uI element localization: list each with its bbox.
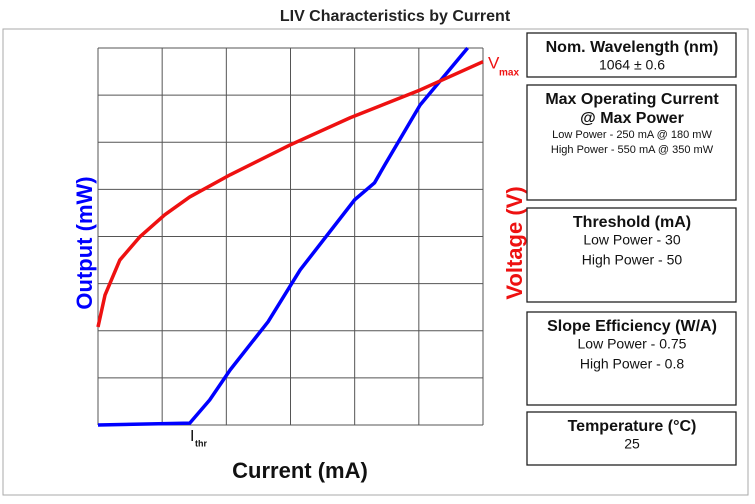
panel-title: Max Operating Current: [545, 91, 719, 108]
panel-line: Low Power - 0.75: [578, 336, 687, 352]
panel-line: Low Power - 30: [583, 232, 680, 248]
annotation-subscript: thr: [195, 438, 207, 448]
panel-title: @ Max Power: [580, 110, 684, 127]
panel-line: High Power - 0.8: [580, 356, 684, 372]
annotation: I: [190, 428, 194, 445]
frame: [2, 28, 749, 496]
panel-box: [526, 311, 737, 406]
x-axis-label: Current (mA): [232, 458, 368, 483]
info-panels: Nom. Wavelength (nm)1064 ± 0.6 Max Operat…: [526, 32, 737, 466]
series-line: [96, 60, 484, 328]
panel-line: 25: [624, 436, 640, 452]
panel-title: Slope Efficiency (W/A): [547, 318, 717, 335]
panel-title: Threshold (mA): [573, 214, 691, 231]
y2-axis-label: Voltage (V): [502, 186, 527, 299]
series-line: [97, 46, 469, 427]
annotation: V: [488, 53, 500, 72]
annotation-ithr: I thr: [190, 428, 207, 448]
panel-line: 1064 ± 0.6: [599, 57, 665, 73]
panel-title: Nom. Wavelength (nm): [546, 39, 719, 56]
annotation-vmax: V max: [488, 53, 519, 78]
panel-line: High Power - 50: [582, 252, 683, 268]
panel-box: [526, 84, 737, 201]
panel-box: [526, 32, 737, 78]
annotation-subscript: max: [499, 68, 519, 79]
panel-line: Low Power - 250 mA @ 180 mW: [552, 129, 712, 141]
panel-box: [526, 207, 737, 303]
y-axis-label: Output (mW): [72, 176, 97, 309]
panel-line: High Power - 550 mA @ 350 mW: [551, 144, 714, 156]
panel-title: Temperature (°C): [568, 418, 697, 435]
panel-box: [526, 411, 737, 466]
chart-title: LIV Characteristics by Current: [280, 8, 511, 25]
